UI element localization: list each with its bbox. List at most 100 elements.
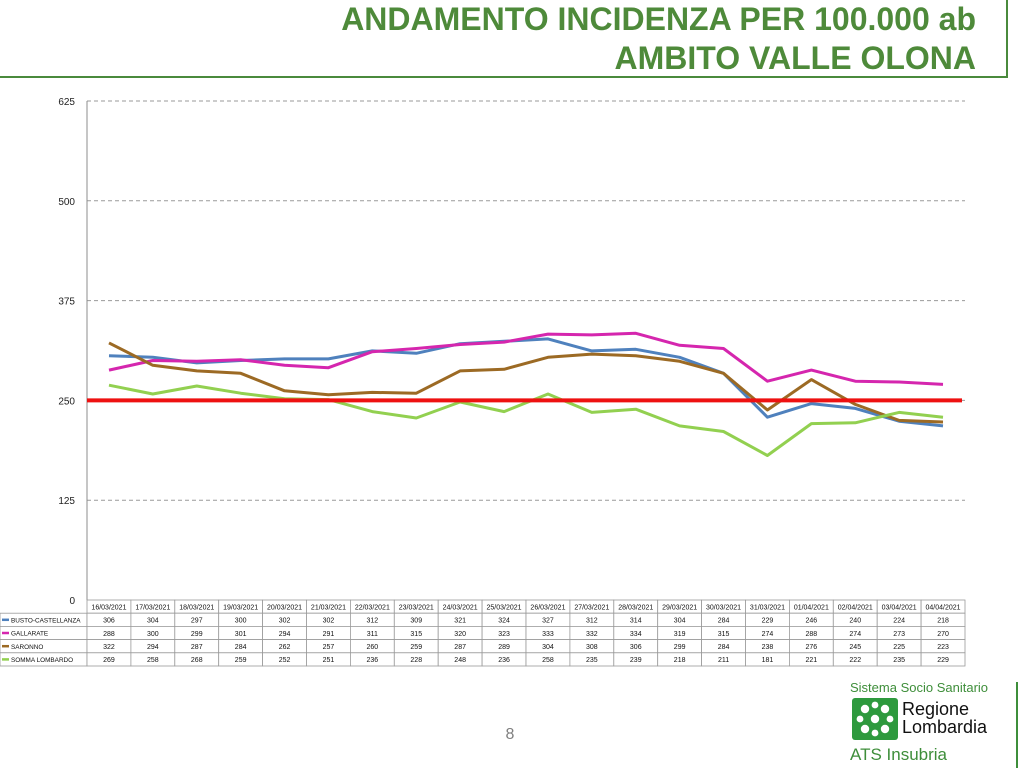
- table-cell-value: 269: [103, 657, 115, 664]
- incidence-line-chart: 0 125 250 375 500 625 16/03/2021 17/03/2021 18/…: [0, 97, 966, 667]
- table-header-date: 24/03/2021: [443, 604, 478, 611]
- y-tick-label: 500: [58, 197, 75, 208]
- table-header-date: 02/04/2021: [838, 604, 873, 611]
- table-cell-value: 327: [542, 618, 554, 625]
- table-cell-value: 221: [806, 657, 818, 664]
- table-cell-value: 257: [323, 644, 335, 651]
- table-cell-value: 302: [323, 618, 335, 625]
- table-cell-value: 235: [893, 657, 905, 664]
- logo-divider: [1016, 682, 1018, 768]
- series-lines: [108, 331, 944, 457]
- table-cell-value: 248: [454, 657, 466, 664]
- table-cell-value: 300: [235, 618, 247, 625]
- table-cell-value: 228: [410, 657, 422, 664]
- series-line-somma-lombardo: [108, 383, 944, 457]
- table-cell-value: 284: [718, 618, 730, 625]
- table-header-date: 01/04/2021: [794, 604, 829, 611]
- table-cell-value: 222: [849, 657, 861, 664]
- logo-region-line-1: Regione: [902, 699, 970, 719]
- series-line-gallarate: [108, 331, 944, 386]
- regione-lombardia-logo: Sistema Socio Sanitario Regione Lombardi…: [840, 676, 1024, 768]
- table-cell-value: 229: [937, 657, 949, 664]
- table-cell-value: 211: [718, 657, 729, 664]
- legend-series-name: BUSTO-CASTELLANZA: [11, 617, 81, 624]
- table-cell-value: 235: [586, 657, 598, 664]
- table-cell-value: 225: [893, 644, 905, 651]
- table-cell-value: 306: [103, 618, 115, 625]
- table-cell-value: 236: [498, 657, 510, 664]
- series-line-saronno: [108, 341, 944, 424]
- table-cell-value: 252: [279, 657, 291, 664]
- table-header-date: 22/03/2021: [355, 604, 390, 611]
- logo-system-label: Sistema Socio Sanitario: [850, 680, 989, 695]
- table-header-date: 18/03/2021: [179, 604, 214, 611]
- table-cell-value: 229: [762, 618, 774, 625]
- table-cell-value: 274: [762, 631, 774, 638]
- table-header-date: 16/03/2021: [91, 604, 126, 611]
- table-cell-value: 259: [410, 644, 422, 651]
- table-cell-value: 304: [147, 618, 159, 625]
- table-cell-value: 294: [279, 631, 291, 638]
- table-cell-value: 287: [454, 644, 466, 651]
- table-cell-value: 245: [849, 644, 861, 651]
- legend-series-name: GALLARATE: [11, 631, 48, 638]
- table-cell-value: 276: [806, 644, 818, 651]
- table-cell-value: 181: [762, 657, 774, 664]
- table-header-date: 30/03/2021: [706, 604, 741, 611]
- table-header-date: 25/03/2021: [487, 604, 522, 611]
- table-cell-value: 304: [674, 618, 686, 625]
- table-cell-value: 240: [849, 618, 861, 625]
- y-tick-label: 375: [58, 297, 75, 308]
- table-header-date: 26/03/2021: [530, 604, 565, 611]
- table-header-date: 21/03/2021: [311, 604, 346, 611]
- table-cell-value: 308: [586, 644, 598, 651]
- table-cell-value: 288: [103, 631, 115, 638]
- logo-region-line-2: Lombardia: [902, 717, 988, 737]
- page-title-line-1: ANDAMENTO INCIDENZA PER 100.000 ab: [341, 1, 976, 37]
- table-cell-value: 311: [367, 631, 378, 638]
- table-cell-value: 322: [103, 644, 115, 651]
- table-cell-value: 268: [191, 657, 203, 664]
- table-cell-value: 260: [367, 644, 379, 651]
- chart-gridlines: [87, 100, 965, 501]
- table-cell-value: 323: [498, 631, 510, 638]
- table-cell: [920, 652, 966, 667]
- table-cell-value: 262: [279, 644, 291, 651]
- page-number: 8: [505, 726, 515, 743]
- table-header-date: 17/03/2021: [135, 604, 170, 611]
- table-header-date: 20/03/2021: [267, 604, 302, 611]
- table-cell-value: 301: [235, 631, 247, 638]
- rosa-camuna-icon: [852, 698, 898, 740]
- table-cell-value: 239: [630, 657, 642, 664]
- table-cell-value: 302: [279, 618, 291, 625]
- y-tick-label: 0: [69, 596, 75, 607]
- table-cell-value: 312: [367, 618, 379, 625]
- table-cell-value: 321: [454, 618, 466, 625]
- table-cell-value: 309: [410, 618, 422, 625]
- table-cell-value: 306: [630, 644, 642, 651]
- table-cell-value: 297: [191, 618, 203, 625]
- table-header-date: 28/03/2021: [618, 604, 653, 611]
- table-cell-value: 284: [718, 644, 730, 651]
- logo-region-name: Regione Lombardia: [902, 700, 987, 736]
- y-tick-label: 625: [58, 97, 75, 108]
- table-cell-value: 332: [586, 631, 598, 638]
- table-cell-value: 218: [937, 618, 949, 625]
- table-cell-value: 312: [586, 618, 598, 625]
- table-header-date: 27/03/2021: [574, 604, 609, 611]
- page-title-line-2: AMBITO VALLE OLONA: [614, 40, 976, 76]
- table-cell-value: 299: [674, 644, 686, 651]
- table-cell-value: 334: [630, 631, 642, 638]
- table-cell-value: 259: [235, 657, 247, 664]
- legend-series-name: SARONNO: [11, 644, 43, 651]
- table-header-date: 31/03/2021: [750, 604, 785, 611]
- table-cell-value: 238: [762, 644, 774, 651]
- table-cell-value: 236: [367, 657, 379, 664]
- y-tick-label: 125: [58, 496, 75, 507]
- table-cell-value: 224: [893, 618, 905, 625]
- y-tick-labels: 0 125 250 375 500 625: [58, 97, 75, 607]
- table-cell-value: 324: [498, 618, 510, 625]
- table-cell-value: 299: [191, 631, 203, 638]
- logo-ats-label: ATS Insubria: [850, 745, 948, 764]
- table-header-date: 03/04/2021: [882, 604, 917, 611]
